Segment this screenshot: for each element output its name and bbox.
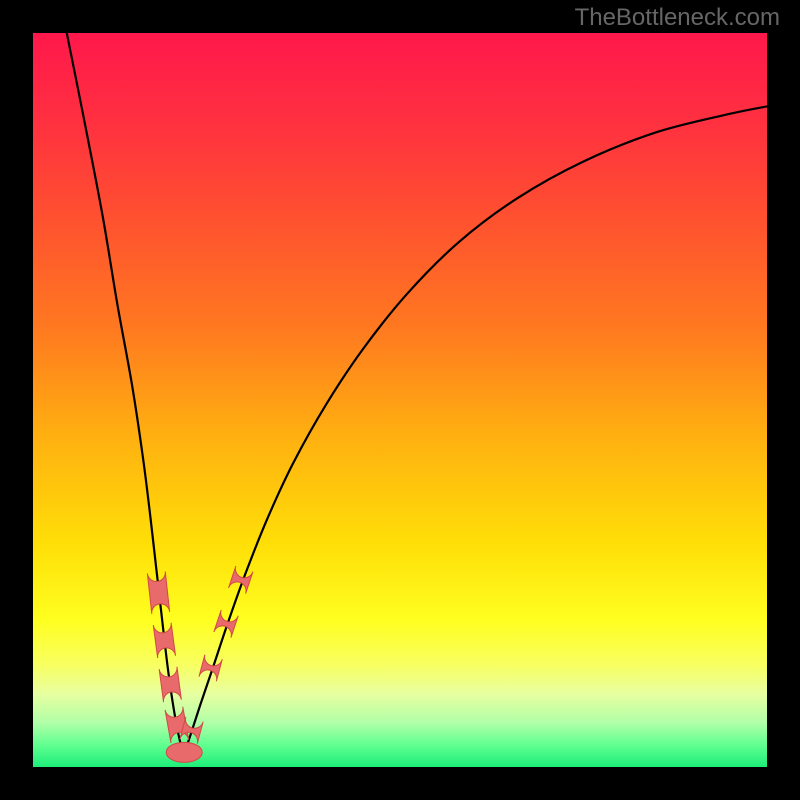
curve-layer bbox=[33, 33, 767, 767]
plot-area bbox=[33, 33, 767, 767]
chart-container: TheBottleneck.com bbox=[0, 0, 800, 800]
watermark-text: TheBottleneck.com bbox=[575, 4, 780, 32]
